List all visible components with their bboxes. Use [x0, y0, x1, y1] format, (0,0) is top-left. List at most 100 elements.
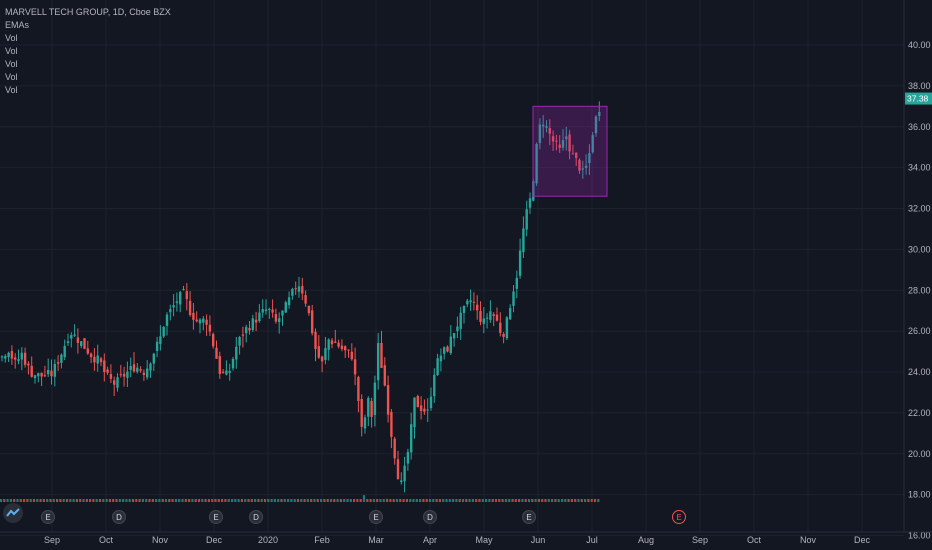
price-tick-label: 34.00 — [908, 163, 931, 173]
volume-bar — [316, 499, 319, 502]
candle-body — [535, 143, 538, 184]
volume-bar — [257, 499, 260, 502]
event-marker[interactable] — [249, 510, 263, 524]
volume-bar — [267, 499, 270, 502]
volume-bar — [141, 499, 144, 502]
volume-bar — [204, 499, 207, 502]
volume-bar — [346, 499, 349, 502]
candle-body — [188, 300, 192, 315]
candle-body — [499, 322, 502, 333]
volume-bar — [557, 499, 560, 502]
event-marker[interactable] — [423, 510, 437, 524]
price-tick-label: 20.00 — [908, 449, 931, 459]
candle-body — [165, 314, 169, 326]
candle-body — [324, 348, 327, 360]
candle-body — [492, 314, 495, 316]
candle-body — [347, 349, 350, 351]
volume-bar — [376, 499, 379, 502]
volume-bar — [475, 499, 478, 502]
volume-bar — [326, 499, 329, 502]
volume-bar — [230, 499, 234, 502]
app-logo-icon[interactable] — [3, 503, 23, 523]
event-marker-label: E — [676, 513, 681, 522]
volume-bar — [260, 499, 263, 502]
candle-body — [238, 337, 241, 346]
candle-body — [505, 317, 509, 339]
volume-bar — [207, 499, 210, 502]
candle-body — [525, 209, 528, 230]
candle-body — [221, 371, 225, 373]
candle-body — [594, 116, 598, 134]
volume-bar — [564, 499, 567, 502]
volume-bar — [379, 499, 382, 502]
candle-body — [581, 168, 584, 170]
price-tick-label: 26.00 — [908, 326, 931, 336]
event-marker[interactable] — [369, 510, 383, 524]
volume-bar — [498, 499, 501, 502]
volume-bar — [168, 499, 171, 502]
candle-body — [146, 368, 149, 378]
candle-body — [132, 364, 136, 372]
indicator-vol-2[interactable]: Vol — [5, 46, 18, 56]
volume-bar — [82, 499, 85, 502]
event-marker[interactable] — [112, 510, 126, 524]
volume-bar — [16, 499, 19, 502]
volume-bar — [191, 499, 194, 502]
indicator-vol-4[interactable]: Vol — [5, 72, 18, 82]
candle-body — [30, 365, 33, 377]
event-marker[interactable] — [209, 510, 223, 524]
indicator-vol-5[interactable]: Vol — [5, 85, 18, 95]
event-marker[interactable] — [41, 510, 55, 524]
candle-body — [357, 377, 360, 401]
candle-body — [307, 305, 311, 314]
volume-bar — [178, 499, 181, 502]
candle-body — [380, 342, 383, 368]
volume-bar — [112, 499, 115, 502]
volume-bar — [541, 499, 544, 502]
volume-bar — [227, 499, 230, 502]
volume-bar — [511, 499, 514, 502]
price-tick-label: 18.00 — [908, 490, 931, 500]
candle-body — [50, 370, 53, 377]
volume-bar — [3, 499, 6, 502]
candle-body — [466, 300, 469, 305]
price-tick-label: 30.00 — [908, 244, 931, 254]
candle-body — [294, 288, 297, 290]
volume-bar — [577, 499, 580, 502]
candle-body — [426, 409, 429, 411]
candle-body — [0, 356, 4, 358]
symbol-title[interactable]: MARVELL TECH GROUP, 1D, Cboe BZX — [5, 7, 171, 17]
time-tick-label: Apr — [423, 535, 437, 545]
volume-bar — [369, 499, 372, 502]
volume-bar — [574, 499, 577, 502]
volume-bar — [250, 499, 253, 502]
volume-bar — [247, 499, 250, 502]
volume-bar — [42, 499, 45, 502]
volume-bar — [0, 499, 3, 502]
event-marker[interactable] — [672, 510, 686, 524]
indicator-vol-3[interactable]: Vol — [5, 59, 18, 69]
candle-body — [439, 355, 443, 362]
volume-bar — [488, 499, 491, 502]
candle-body — [152, 353, 155, 364]
candle-body — [373, 382, 377, 415]
indicator-vol-1[interactable]: Vol — [5, 33, 18, 43]
candle-body — [202, 318, 205, 323]
candle-body — [278, 318, 281, 323]
event-marker[interactable] — [522, 510, 536, 524]
volume-bar — [79, 499, 82, 502]
candle-body — [70, 335, 73, 339]
candle-body — [489, 311, 492, 320]
candle-body — [538, 124, 542, 143]
candle-body — [555, 140, 558, 142]
volume-bar — [485, 499, 488, 502]
candle-body — [248, 328, 251, 331]
indicator-emas[interactable]: EMAs — [5, 20, 30, 30]
candle-body — [485, 317, 489, 319]
volume-bar — [531, 499, 534, 502]
candle-body — [175, 301, 179, 303]
candle-body — [429, 396, 433, 409]
volume-bar — [115, 499, 118, 502]
